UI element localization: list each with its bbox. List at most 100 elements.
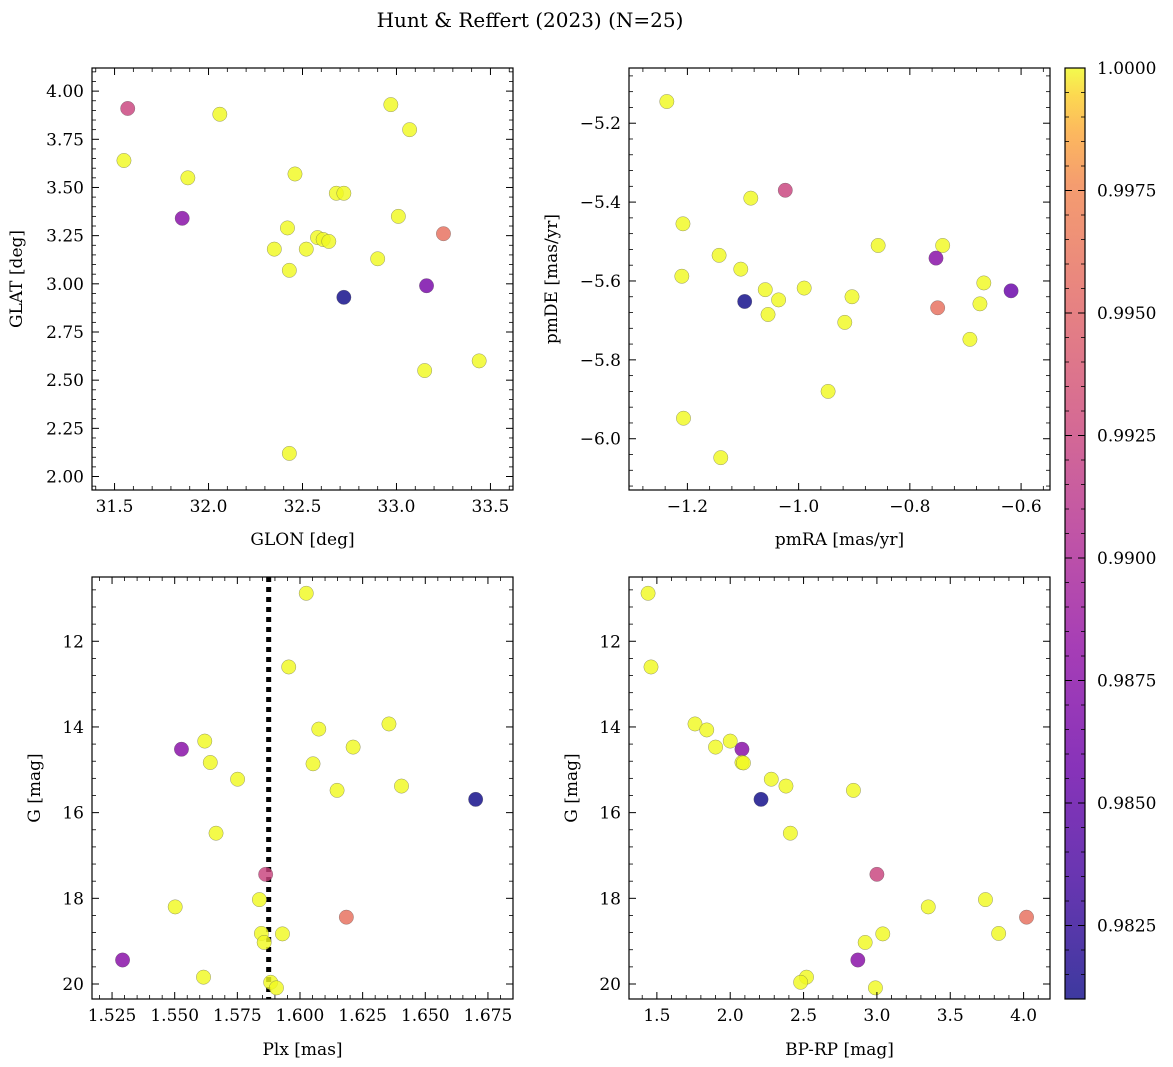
y-tick-label: 2.25 [46,419,84,439]
scatter-point [167,899,183,915]
colorbar-tick-label: 1.0000 [1097,59,1156,79]
y-tick-label: 14 [599,718,621,738]
x-tick-label: −1.2 [667,497,708,517]
scatter-point [268,980,284,996]
scatter-point [753,791,769,807]
x-tick-label: −0.6 [1000,497,1041,517]
x-tick-label: 1.525 [88,1006,137,1026]
scatter-point [419,278,434,294]
scatter-point [120,101,136,116]
x-tick-label: 33.0 [378,497,416,517]
colorbar-tick-label: 0.9850 [1097,794,1156,814]
scatter-point [383,97,399,113]
axes-frame [628,576,1051,1000]
panel-glon-glat: 31.5 32.0 32.5 33.0 33.5 2.00 2.25 2.50 2.75 3.00… [7,67,514,550]
x-tick-label: 1.625 [338,1006,387,1026]
scatter-point [743,190,759,206]
scatter-point [436,226,451,242]
y-tick-label: −6.0 [580,430,621,450]
y-tick-label: 16 [599,804,621,824]
y-axis-label: G [mag] [25,753,45,822]
y-axis-label: GLAT [deg] [7,230,27,328]
scatter-point [230,771,246,787]
scatter-point [640,585,656,601]
scatter-point [708,739,723,755]
scatter-point [687,716,703,732]
colorbar-tick-label: 0.9950 [1097,304,1156,324]
x-tick-label: 1.575 [213,1006,262,1026]
scatter-point [737,294,753,309]
y-tick-label: 20 [599,975,621,995]
y-tick-label: 16 [62,804,84,824]
x-tick-label: 1.675 [464,1006,513,1026]
x-tick-label: 2.5 [790,1006,817,1026]
x-tick-label: 32.5 [284,497,322,517]
scatter-point [256,935,272,950]
axes-frame [628,67,1051,491]
scatter-point [699,722,715,738]
scatter-point [735,755,751,771]
scatter-point [468,791,484,807]
scatter-point [336,289,352,305]
scatter-point [370,251,386,267]
scatter-point [115,952,131,968]
scatter-point [676,410,691,426]
scatter-point [935,238,951,253]
scatter-point [321,233,337,249]
scatter-point [394,778,409,794]
scatter-point [336,185,352,201]
panel-pm: −1.2 −1.0 −0.8 −0.6 −6.0 −5.8 −5.6 −5.4 −5.2 pmRA… [542,67,1051,550]
scatter-point [311,721,327,737]
scatter-point [208,825,224,841]
panel-cmd: 1.5 2.0 2.5 3.0 3.5 4.0 12 14 16 18 20 BP-RP [mag] G… [562,576,1051,1060]
scatter-point [674,268,690,284]
scatter-point [281,659,297,675]
colorbar: 0.9825 0.9850 0.9875 0.9900 0.9925 0.9950 0.99… [1064,59,1156,1000]
scatter-point [733,261,749,277]
x-tick-label: 1.650 [401,1006,450,1026]
scatter-point [713,450,729,466]
y-tick-label: 18 [62,889,84,909]
scatter-point [760,307,776,322]
scatter-point [675,216,691,232]
scatter-point [793,974,809,990]
y-tick-label: 14 [62,718,84,738]
scatter-point [202,755,218,770]
y-tick-label: 12 [62,632,84,652]
y-tick-label: 4.00 [46,82,84,102]
scatter-point [281,445,297,461]
scatter-point [287,166,303,182]
y-axis-label: pmDE [mas/yr] [542,214,562,344]
colorbar-tick-label: 0.9825 [1097,917,1156,937]
colorbar-tick-label: 0.9900 [1097,549,1156,569]
scatter-point [196,969,211,985]
plot-area [629,577,1050,999]
scatter-point [338,909,354,925]
scatter-point [711,247,727,263]
y-tick-label: −5.8 [580,351,621,371]
scatter-point [867,980,883,996]
scatter-point [305,756,321,772]
x-tick-label: 31.5 [96,497,134,517]
y-tick-label: 2.75 [46,323,84,343]
scatter-point [757,282,773,298]
scatter-point [962,331,978,347]
scatter-point [280,220,295,236]
scatter-point [471,353,487,369]
scatter-point [281,262,297,278]
axes-frame [91,576,514,1000]
scatter-point [845,782,861,798]
x-tick-label: −0.8 [889,497,930,517]
x-tick-label: 1.5 [643,1006,670,1026]
scatter-point [870,238,886,253]
x-axis-label: BP-RP [mag] [785,1040,894,1060]
scatter-point [796,280,812,296]
y-tick-label: 12 [599,632,621,652]
x-tick-label: 3.0 [863,1006,890,1026]
y-tick-label: 2.50 [46,371,84,391]
scatter-point [116,153,132,168]
scatter-point [920,899,936,915]
scatter-point [722,733,738,749]
y-tick-label: −5.2 [580,114,621,134]
